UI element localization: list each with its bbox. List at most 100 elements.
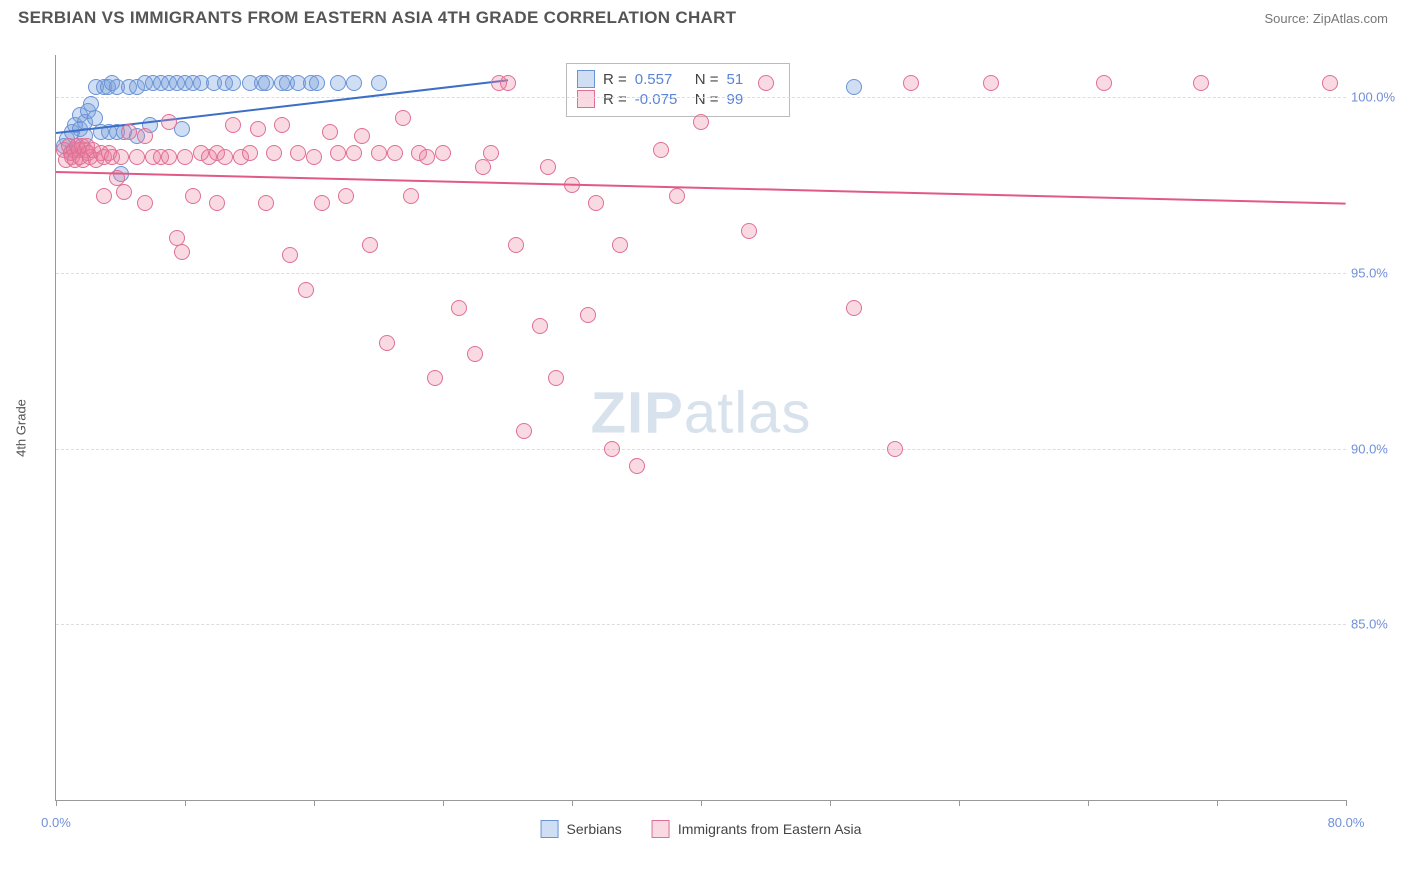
x-tick <box>701 800 702 806</box>
stats-row: R =-0.075N =99 <box>577 90 779 108</box>
legend-swatch <box>652 820 670 838</box>
stats-legend-box: R =0.557N =51R =-0.075N =99 <box>566 63 790 117</box>
data-point <box>371 75 387 91</box>
gridline <box>56 624 1346 625</box>
legend-swatch <box>577 70 595 88</box>
y-tick-label: 100.0% <box>1351 90 1401 105</box>
data-point <box>612 237 628 253</box>
trend-line <box>56 171 1346 205</box>
data-point <box>161 149 177 165</box>
x-tick <box>56 800 57 806</box>
data-point <box>1096 75 1112 91</box>
data-point <box>346 145 362 161</box>
data-point <box>96 188 112 204</box>
data-point <box>116 184 132 200</box>
data-point <box>588 195 604 211</box>
data-point <box>338 188 354 204</box>
y-tick-label: 90.0% <box>1351 441 1401 456</box>
data-point <box>250 121 266 137</box>
data-point <box>403 188 419 204</box>
data-point <box>113 149 129 165</box>
x-tick-label: 0.0% <box>41 815 71 830</box>
data-point <box>137 128 153 144</box>
data-point <box>330 75 346 91</box>
legend-item: Immigrants from Eastern Asia <box>652 820 862 838</box>
data-point <box>371 145 387 161</box>
gridline <box>56 273 1346 274</box>
data-point <box>500 75 516 91</box>
data-point <box>322 124 338 140</box>
gridline <box>56 449 1346 450</box>
bottom-legend: Serbians Immigrants from Eastern Asia <box>541 820 862 838</box>
x-tick <box>830 800 831 806</box>
chart-title: SERBIAN VS IMMIGRANTS FROM EASTERN ASIA … <box>18 8 736 28</box>
data-point <box>532 318 548 334</box>
data-point <box>266 145 282 161</box>
n-label: N = <box>695 91 719 108</box>
legend-swatch <box>541 820 559 838</box>
legend-label: Immigrants from Eastern Asia <box>678 821 862 837</box>
data-point <box>693 114 709 130</box>
data-point <box>209 195 225 211</box>
data-point <box>548 370 564 386</box>
data-point <box>846 79 862 95</box>
legend-swatch <box>577 90 595 108</box>
data-point <box>516 423 532 439</box>
data-point <box>846 300 862 316</box>
data-point <box>174 244 190 260</box>
x-tick <box>443 800 444 806</box>
r-value: 0.557 <box>635 71 687 88</box>
chart-plot-area: 4th Grade ZIPatlas R =0.557N =51R =-0.07… <box>55 55 1346 801</box>
data-point <box>185 188 201 204</box>
x-tick <box>572 800 573 806</box>
data-point <box>309 75 325 91</box>
data-point <box>451 300 467 316</box>
data-point <box>387 145 403 161</box>
data-point <box>887 441 903 457</box>
data-point <box>225 117 241 133</box>
x-tick <box>314 800 315 806</box>
legend-item: Serbians <box>541 820 622 838</box>
data-point <box>177 149 193 165</box>
data-point <box>758 75 774 91</box>
data-point <box>540 159 556 175</box>
data-point <box>435 145 451 161</box>
data-point <box>362 237 378 253</box>
y-axis-label: 4th Grade <box>14 399 29 457</box>
data-point <box>903 75 919 91</box>
header: SERBIAN VS IMMIGRANTS FROM EASTERN ASIA … <box>0 0 1406 32</box>
legend-label: Serbians <box>567 821 622 837</box>
y-tick-label: 85.0% <box>1351 617 1401 632</box>
x-tick <box>1346 800 1347 806</box>
data-point <box>258 195 274 211</box>
data-point <box>161 114 177 130</box>
data-point <box>983 75 999 91</box>
stats-row: R =0.557N =51 <box>577 70 779 88</box>
data-point <box>121 124 137 140</box>
n-label: N = <box>695 71 719 88</box>
data-point <box>129 149 145 165</box>
data-point <box>379 335 395 351</box>
r-label: R = <box>603 71 627 88</box>
data-point <box>225 75 241 91</box>
x-tick <box>959 800 960 806</box>
data-point <box>741 223 757 239</box>
data-point <box>274 117 290 133</box>
y-tick-label: 95.0% <box>1351 265 1401 280</box>
data-point <box>653 142 669 158</box>
data-point <box>314 195 330 211</box>
x-tick <box>185 800 186 806</box>
data-point <box>467 346 483 362</box>
data-point <box>298 282 314 298</box>
data-point <box>483 145 499 161</box>
r-value: -0.075 <box>635 91 687 108</box>
r-label: R = <box>603 91 627 108</box>
source-label: Source: ZipAtlas.com <box>1264 11 1388 26</box>
data-point <box>290 145 306 161</box>
data-point <box>137 195 153 211</box>
data-point <box>282 247 298 263</box>
gridline <box>56 97 1346 98</box>
data-point <box>330 145 346 161</box>
data-point <box>669 188 685 204</box>
x-tick-label: 80.0% <box>1328 815 1365 830</box>
